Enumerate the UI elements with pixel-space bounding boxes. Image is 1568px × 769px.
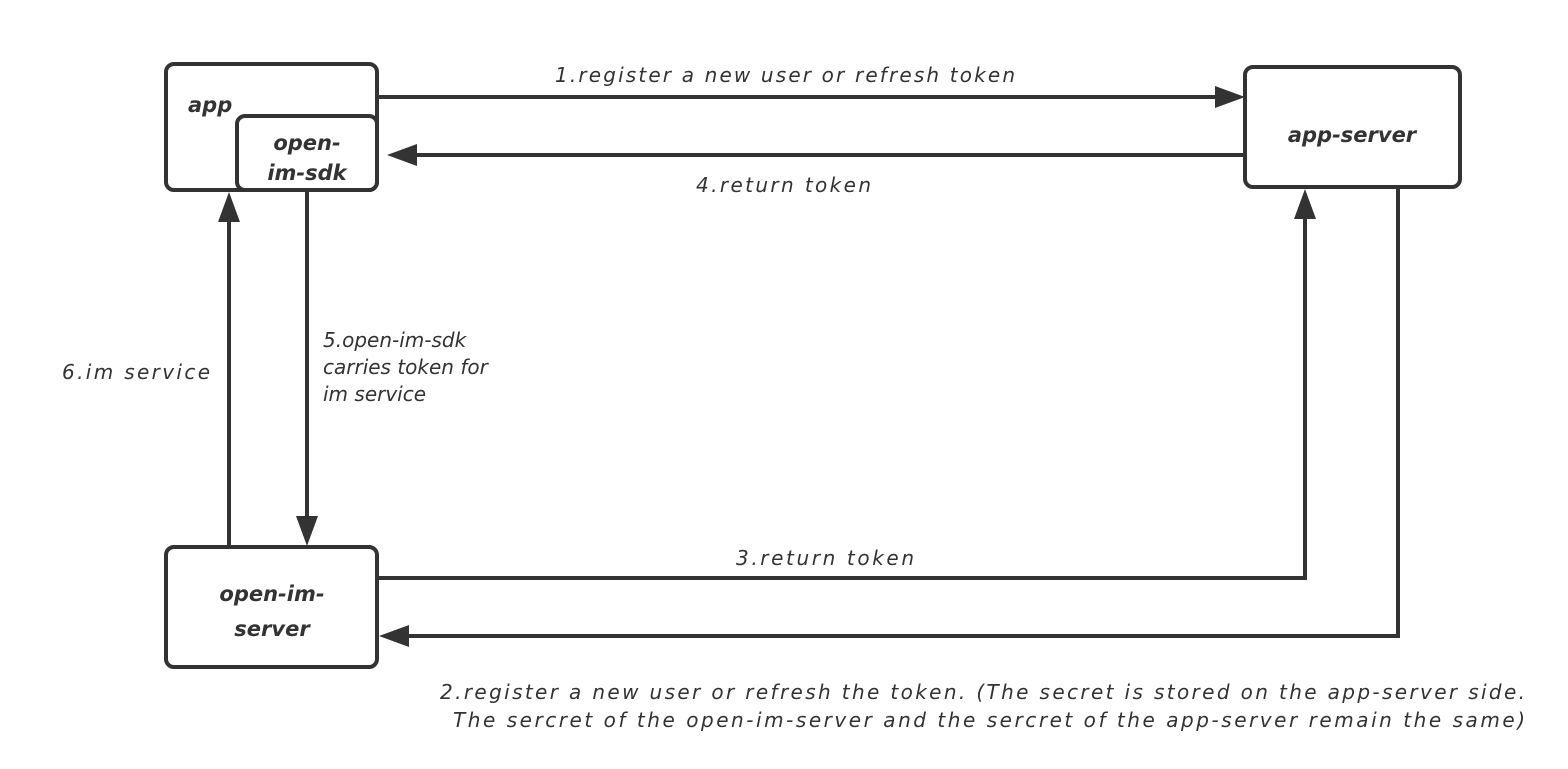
edge-3: 3.return token (379, 189, 1316, 580)
edge-3-label: 3.return token (736, 546, 914, 570)
open-im-server-label-line2: server (234, 617, 311, 641)
edge-5-label-line3: im service (323, 382, 426, 406)
app-label: app (188, 93, 232, 117)
arrowhead-icon (387, 144, 417, 166)
edge-1: 1.register a new user or refresh token (379, 63, 1245, 108)
node-open-im-sdk[interactable]: open- im-sdk (235, 114, 379, 192)
edge-5-label-line2: carries token for (323, 355, 490, 379)
edge-6-label: 6.im service (62, 360, 210, 384)
edge-5: 5.open-im-sdk carries token for im servi… (296, 190, 490, 546)
app-server-label: app-server (1288, 123, 1418, 147)
edge-4-label: 4.return token (696, 173, 871, 197)
arrowhead-icon (218, 192, 240, 222)
edge-2-label-line2: The sercret of the open-im-server and th… (453, 708, 1525, 732)
arrowhead-icon (1294, 189, 1316, 219)
app-server-box (1243, 65, 1462, 189)
edge-1-label: 1.register a new user or refresh token (555, 63, 1015, 87)
edge-2-label-line1: 2.register a new user or refresh the tok… (440, 680, 1525, 704)
open-im-server-box (164, 545, 379, 669)
node-app-server[interactable]: app-server (1243, 65, 1462, 189)
open-im-sdk-label-line1: open- (273, 131, 340, 155)
node-open-im-server[interactable]: open-im- server (164, 545, 379, 669)
arrowhead-icon (379, 625, 409, 647)
edge-2-line (405, 187, 1400, 638)
edge-3-line (379, 215, 1307, 580)
edge-6: 6.im service (62, 192, 240, 547)
edge-2: 2.register a new user or refresh the tok… (379, 187, 1525, 732)
open-im-server-label-line1: open-im- (219, 582, 324, 606)
arrowhead-icon (296, 516, 318, 546)
edge-5-label-line1: 5.open-im-sdk (323, 328, 468, 352)
arrowhead-icon (1215, 86, 1245, 108)
open-im-sdk-label-line2: im-sdk (267, 161, 348, 185)
edge-4: 4.return token (387, 144, 1245, 197)
